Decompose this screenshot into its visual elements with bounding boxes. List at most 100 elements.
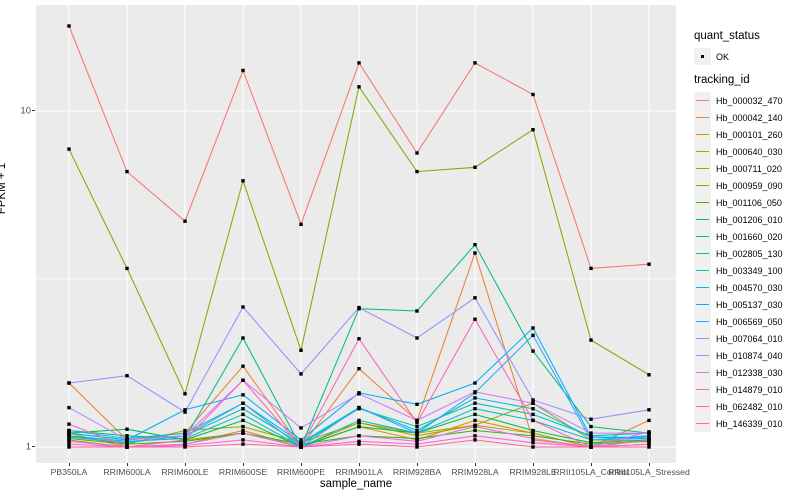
data-point[interactable] <box>647 442 651 446</box>
data-point[interactable] <box>531 445 535 449</box>
data-point[interactable] <box>589 441 593 445</box>
data-point[interactable] <box>473 438 477 442</box>
data-point[interactable] <box>299 222 303 226</box>
data-point[interactable] <box>473 396 477 400</box>
data-point[interactable] <box>647 262 651 266</box>
data-point[interactable] <box>67 405 71 410</box>
data-point[interactable] <box>473 381 477 385</box>
data-point[interactable] <box>183 408 187 412</box>
data-point[interactable] <box>647 445 651 449</box>
legend-item-Hb_000032_470[interactable]: Hb_000032_470 <box>694 92 783 109</box>
data-point[interactable] <box>183 428 187 433</box>
legend-item-Hb_000711_020[interactable]: Hb_000711_020 <box>694 160 783 177</box>
data-point[interactable] <box>125 266 129 271</box>
data-point[interactable] <box>125 441 129 445</box>
data-point[interactable] <box>241 407 245 411</box>
data-point[interactable] <box>531 349 535 353</box>
data-point[interactable] <box>473 390 477 394</box>
data-point[interactable] <box>473 407 477 411</box>
data-point[interactable] <box>647 430 651 434</box>
data-point[interactable] <box>241 428 245 433</box>
data-point[interactable] <box>125 445 129 449</box>
data-point[interactable] <box>67 442 71 446</box>
data-point[interactable] <box>531 412 535 417</box>
data-point[interactable] <box>589 438 593 442</box>
data-point[interactable] <box>357 442 361 446</box>
data-point[interactable] <box>415 402 419 406</box>
legend-item-Hb_062482_010[interactable]: Hb_062482_010 <box>694 398 783 415</box>
data-point[interactable] <box>415 309 419 313</box>
data-point[interactable] <box>357 367 361 371</box>
data-point[interactable] <box>415 424 419 429</box>
data-point[interactable] <box>531 407 535 411</box>
data-point[interactable] <box>67 435 71 439</box>
data-point[interactable] <box>183 438 187 442</box>
legend-item-Hb_012338_030[interactable]: Hb_012338_030 <box>694 364 783 381</box>
data-point[interactable] <box>241 401 245 405</box>
data-point[interactable] <box>531 418 535 423</box>
data-point[interactable] <box>415 169 419 174</box>
data-point[interactable] <box>299 441 303 445</box>
data-point[interactable] <box>357 405 361 410</box>
data-point[interactable] <box>415 151 419 155</box>
legend-item-Hb_000042_140[interactable]: Hb_000042_140 <box>694 109 783 126</box>
data-point[interactable] <box>589 435 593 439</box>
data-point[interactable] <box>241 179 245 183</box>
legend-item-Hb_000640_030[interactable]: Hb_000640_030 <box>694 143 783 160</box>
data-point[interactable] <box>531 326 535 330</box>
data-point[interactable] <box>415 442 419 446</box>
data-point[interactable] <box>67 445 71 449</box>
data-point[interactable] <box>241 378 245 382</box>
data-point[interactable] <box>241 438 245 442</box>
data-point[interactable] <box>357 434 361 438</box>
data-point[interactable] <box>473 412 477 417</box>
legend-item-Hb_014879_010[interactable]: Hb_014879_010 <box>694 381 783 398</box>
data-point[interactable] <box>473 243 477 247</box>
legend-item-Hb_005137_030[interactable]: Hb_005137_030 <box>694 296 783 313</box>
data-point[interactable] <box>589 338 593 342</box>
data-point[interactable] <box>473 165 477 169</box>
data-point[interactable] <box>241 412 245 417</box>
data-point[interactable] <box>531 398 535 402</box>
data-point[interactable] <box>357 305 361 310</box>
data-point[interactable] <box>357 337 361 341</box>
data-point[interactable] <box>589 445 593 449</box>
data-point[interactable] <box>125 434 129 438</box>
data-point[interactable] <box>299 426 303 430</box>
data-point[interactable] <box>647 373 651 377</box>
legend-item-Hb_001106_050[interactable]: Hb_001106_050 <box>694 194 783 211</box>
data-point[interactable] <box>415 436 419 441</box>
legend-item-Hb_000101_260[interactable]: Hb_000101_260 <box>694 126 783 143</box>
data-point[interactable] <box>415 428 419 433</box>
data-point[interactable] <box>125 169 129 174</box>
data-point[interactable] <box>589 424 593 429</box>
data-point[interactable] <box>183 410 187 414</box>
data-point[interactable] <box>241 418 245 423</box>
data-point[interactable] <box>589 266 593 271</box>
data-point[interactable] <box>531 333 535 337</box>
data-point[interactable] <box>67 422 71 426</box>
data-point[interactable] <box>415 439 419 443</box>
data-point[interactable] <box>183 434 187 438</box>
data-point[interactable] <box>241 424 245 429</box>
data-point[interactable] <box>299 348 303 352</box>
data-point[interactable] <box>357 85 361 89</box>
data-point[interactable] <box>67 439 71 443</box>
data-point[interactable] <box>125 374 129 378</box>
data-point[interactable] <box>241 442 245 446</box>
data-point[interactable] <box>473 418 477 423</box>
data-point[interactable] <box>647 418 651 423</box>
data-point[interactable] <box>473 434 477 438</box>
data-point[interactable] <box>125 427 129 431</box>
data-point[interactable] <box>299 372 303 376</box>
data-point[interactable] <box>531 428 535 433</box>
data-point[interactable] <box>647 438 651 442</box>
data-point[interactable] <box>415 434 419 438</box>
data-point[interactable] <box>473 401 477 405</box>
data-point[interactable] <box>67 431 71 435</box>
legend-item-Hb_001660_020[interactable]: Hb_001660_020 <box>694 228 783 245</box>
data-point[interactable] <box>241 68 245 73</box>
legend-item-Hb_146339_010[interactable]: Hb_146339_010 <box>694 415 783 432</box>
data-point[interactable] <box>183 445 187 449</box>
legend-item-Hb_001206_010[interactable]: Hb_001206_010 <box>694 211 783 228</box>
